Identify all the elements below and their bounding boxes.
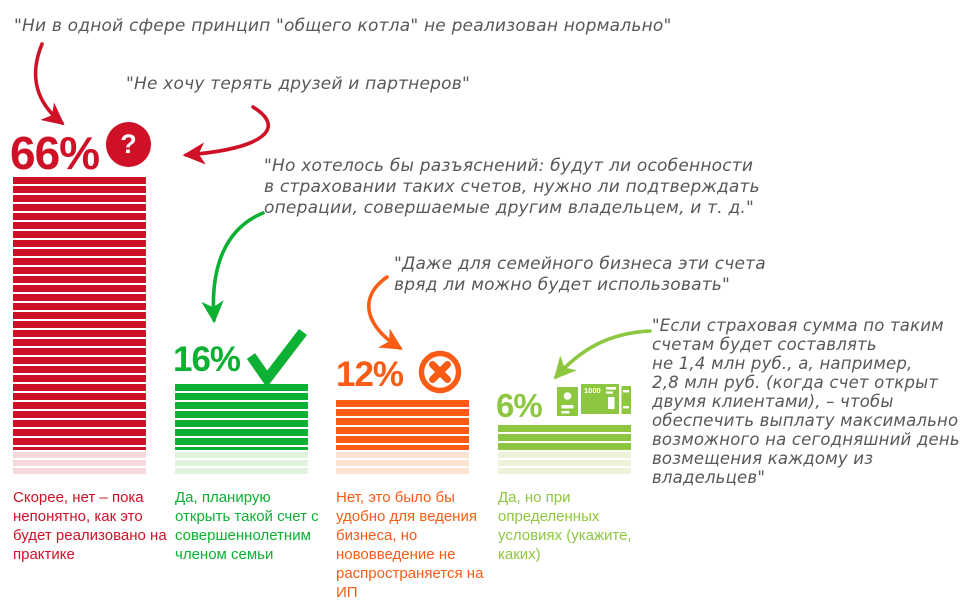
x-circle-icon (418, 350, 462, 394)
percent-label-16: 16% (173, 340, 241, 379)
bar-fill-66 (13, 177, 146, 450)
bar-fill-12 (336, 400, 469, 450)
quote-clarifications: "Но хотелось бы разъяснений: будут ли ос… (264, 156, 760, 218)
quote-insurance-sum: "Если страховая сумма по таким счетам бу… (652, 316, 960, 487)
arrow-to-16-bar-icon (201, 211, 265, 324)
bar-fill-16 (175, 384, 308, 450)
question-circle-icon: ? (106, 122, 151, 167)
arrow-to-66-bar-icon (33, 42, 65, 126)
question-mark-glyph: ? (120, 129, 137, 159)
category-label-12: Нет, это было бы удобно для ведения бизн… (336, 489, 484, 601)
arrow-to-question-icon (182, 105, 271, 165)
bar-base-6 (498, 452, 631, 476)
bar-base-16 (175, 452, 308, 476)
arrow-to-6-bar-icon (553, 329, 652, 380)
category-label-66: Скорее, нет – пока непонятно, как это бу… (13, 489, 167, 563)
quote-common-pot: "Ни в одной сфере принцип "общего котла"… (14, 16, 672, 36)
bar-fill-6 (498, 425, 631, 450)
checkmark-icon (246, 328, 307, 385)
bar-base-66 (13, 452, 146, 476)
bar-base-12 (336, 452, 469, 476)
category-label-16: Да, планирую открыть такой счет с соверш… (175, 489, 319, 563)
banknote-icon: 1000 (557, 384, 631, 416)
banknote-value-text: 1000 (584, 386, 601, 395)
percent-label-66: 66% (10, 127, 100, 179)
category-label-6: Да, но при определенных условиях (укажит… (498, 489, 632, 563)
percent-label-12: 12% (336, 355, 404, 394)
quote-lose-friends: "Не хочу терять друзей и партнеров" (126, 74, 470, 94)
percent-label-6: 6% (496, 387, 543, 424)
quote-family-business: "Даже для семейного бизнеса эти счета вр… (394, 254, 766, 295)
